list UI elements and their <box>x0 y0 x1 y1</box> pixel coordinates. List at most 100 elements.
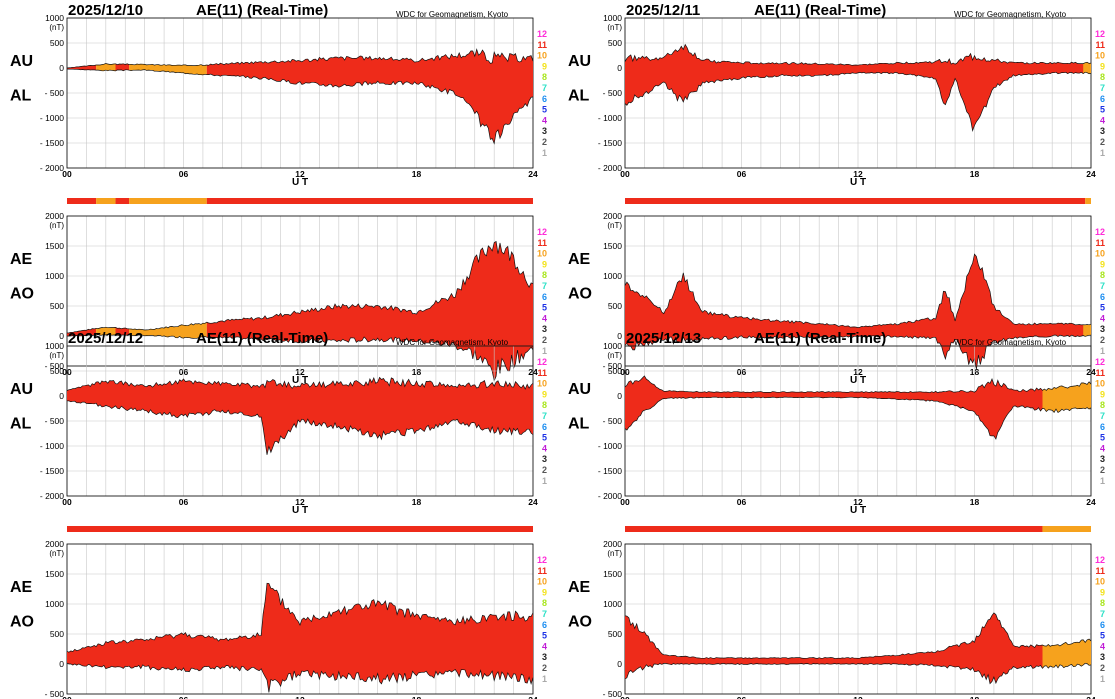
legend-level-7: 7 <box>542 411 547 421</box>
quality-bar <box>625 526 1091 532</box>
ae-ao-area-segment <box>1042 639 1091 669</box>
au-al-area-segment <box>206 49 534 144</box>
legend-level-10: 10 <box>1095 51 1105 61</box>
legend-level-11: 11 <box>1095 40 1105 50</box>
legend-level-2: 2 <box>1100 663 1105 673</box>
legend-level-9: 9 <box>1100 259 1105 269</box>
legend-level-1: 1 <box>1100 346 1105 356</box>
legend-level-7: 7 <box>1100 609 1105 619</box>
legend-level-4: 4 <box>1100 641 1105 651</box>
quality-bar-segment <box>206 198 534 204</box>
grid <box>624 17 1092 169</box>
y-tick-label: - 500 <box>45 361 65 371</box>
series-al-line <box>624 71 1092 133</box>
legend-level-9: 9 <box>1100 587 1105 597</box>
y-tick-label: 2000 <box>603 539 622 549</box>
series-al-line <box>624 396 1092 440</box>
series-label-au: AU <box>10 381 33 398</box>
legend-level-11: 11 <box>1095 238 1105 248</box>
series-label-ao: AO <box>568 614 592 631</box>
units-label: (nT) <box>607 221 622 230</box>
y-tick-label: - 1500 <box>40 466 64 476</box>
grid <box>624 345 1092 497</box>
au-al-area-segment <box>1083 62 1091 74</box>
y-tick-label: - 1000 <box>598 441 622 451</box>
units-label: (nT) <box>49 549 64 558</box>
y-tick-label: 1000 <box>603 271 622 281</box>
legend-level-1: 1 <box>542 148 547 158</box>
x-tick-label: 00 <box>62 695 72 699</box>
legend-level-6: 6 <box>1100 94 1105 104</box>
quality-bar <box>625 198 1091 204</box>
legend-level-5: 5 <box>1100 631 1105 641</box>
legend-level-6: 6 <box>1100 422 1105 432</box>
series-label-al: AL <box>10 416 32 433</box>
y-tick-label: - 1500 <box>40 138 64 148</box>
legend-level-7: 7 <box>542 609 547 619</box>
y-tick-label: 500 <box>50 38 64 48</box>
legend-level-5: 5 <box>542 105 547 115</box>
legend-level-5: 5 <box>542 303 547 313</box>
x-tick-label: 18 <box>970 497 980 507</box>
ae-ao-area-segment <box>206 241 534 381</box>
au-al-area-segment <box>67 377 533 455</box>
series-au-line <box>624 375 1092 394</box>
legend-level-8: 8 <box>542 72 547 82</box>
legend-level-9: 9 <box>542 587 547 597</box>
legend-level-10: 10 <box>537 577 547 587</box>
au-al-area-segment <box>96 63 116 71</box>
legend-level-1: 1 <box>1100 674 1105 684</box>
au-al-area-segment <box>115 63 130 71</box>
units-label: (nT) <box>607 23 622 32</box>
quality-bar-segment <box>115 198 130 204</box>
ae-ao-area-segment <box>115 327 130 336</box>
y-tick-label: - 2000 <box>598 163 622 173</box>
x-tick-label: 12 <box>853 695 863 699</box>
legend-level-5: 5 <box>1100 303 1105 313</box>
legend-level-3: 3 <box>542 454 547 464</box>
series-label-al: AL <box>10 88 32 105</box>
series-al-line <box>66 400 534 455</box>
legend-level-1: 1 <box>542 346 547 356</box>
y-tick-label: 2000 <box>45 539 64 549</box>
legend-level-2: 2 <box>542 137 547 147</box>
date-label: 2025/12/13 <box>626 330 702 347</box>
series-al-line <box>66 68 534 145</box>
legend-level-7: 7 <box>1100 281 1105 291</box>
legend-level-11: 11 <box>1095 368 1105 378</box>
y-tick-label: 1500 <box>45 241 64 251</box>
x-tick-label: 18 <box>412 497 422 507</box>
legend-level-4: 4 <box>542 115 547 125</box>
series-label-ao: AO <box>10 614 34 631</box>
legend-level-1: 1 <box>1100 476 1105 486</box>
legend-level-9: 9 <box>1100 389 1105 399</box>
quality-bar-segment <box>625 526 1043 532</box>
series-ao-line <box>66 333 534 382</box>
legend-level-6: 6 <box>542 620 547 630</box>
chart-title: AE(11) (Real-Time) <box>754 2 887 19</box>
legend-level-8: 8 <box>1100 598 1105 608</box>
legend-level-2: 2 <box>1100 465 1105 475</box>
legend-level-12: 12 <box>537 29 547 39</box>
x-tick-label: 24 <box>528 497 538 507</box>
series-ae-line <box>66 582 534 653</box>
legend-level-6: 6 <box>542 422 547 432</box>
x-axis-label: U T <box>850 177 866 188</box>
legend-level-12: 12 <box>1095 227 1105 237</box>
y-tick-label: - 500 <box>603 361 623 371</box>
x-tick-label: 24 <box>528 695 538 699</box>
y-tick-label: 0 <box>59 331 64 341</box>
legend-level-3: 3 <box>542 652 547 662</box>
y-tick-label: 0 <box>617 391 622 401</box>
x-tick-label: 12 <box>295 497 305 507</box>
day-panel-2025-12-13: 2025/12/13 AE(11) (Real-Time) WDC for Geom… <box>558 328 1115 699</box>
y-tick-label: - 500 <box>603 88 623 98</box>
x-tick-label: 00 <box>62 169 72 179</box>
x-tick-label: 06 <box>737 169 747 179</box>
au-al-plot: 1000 500 0 - 500 - 1000 - 1500 - 2000 (nT) 00 06 1… <box>568 13 1105 188</box>
series-label-ae: AE <box>10 579 33 596</box>
